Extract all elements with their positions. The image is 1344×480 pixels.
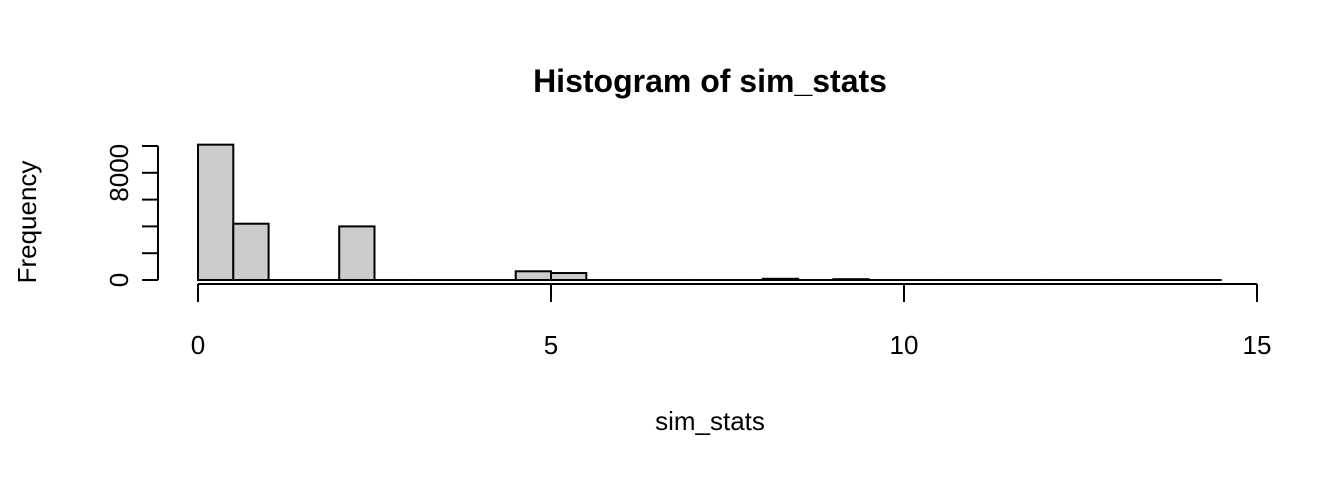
histogram-bar (761, 277, 800, 282)
x-tick-label: 5 (544, 330, 558, 360)
histogram-bar (550, 272, 588, 282)
y-axis: 0 8000 (104, 144, 159, 287)
histogram-bar (338, 225, 376, 281)
y-axis-label: Frequency (12, 161, 42, 284)
y-tick-label: 8000 (104, 144, 134, 202)
histogram-bar (197, 143, 235, 281)
histogram-bar (232, 222, 270, 281)
bars-group (197, 143, 1222, 282)
histogram-bar (514, 270, 553, 282)
x-tick-label: 10 (890, 330, 919, 360)
y-tick-label: 0 (104, 273, 134, 287)
x-axis: 0 5 10 15 (191, 283, 1272, 360)
x-tick-label: 0 (191, 330, 205, 360)
histogram-bar (832, 278, 870, 282)
x-tick-label: 15 (1243, 330, 1272, 360)
chart-title: Histogram of sim_stats (533, 63, 887, 99)
x-axis-label: sim_stats (655, 406, 765, 436)
